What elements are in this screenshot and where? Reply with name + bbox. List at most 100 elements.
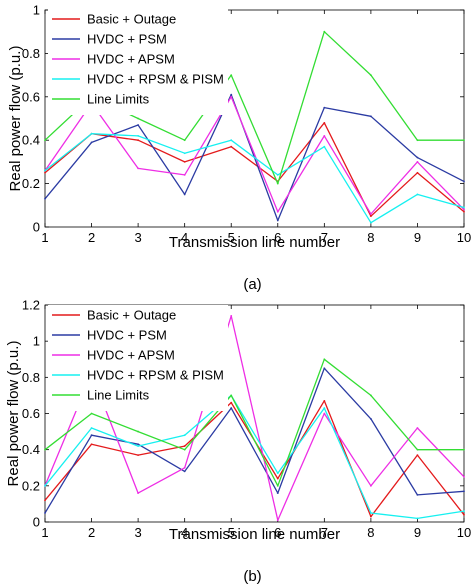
data-point bbox=[323, 407, 326, 409]
data-point bbox=[416, 156, 419, 159]
data-point bbox=[416, 193, 419, 196]
data-point bbox=[183, 161, 186, 163]
data-point bbox=[416, 517, 419, 520]
legend-entry: HVDC + RPSM & PISM bbox=[87, 72, 224, 87]
x-tick-label: 2 bbox=[88, 525, 95, 540]
data-point bbox=[137, 454, 140, 456]
data-point bbox=[183, 139, 186, 142]
data-point bbox=[416, 454, 419, 456]
x-tick-label: 4 bbox=[181, 230, 188, 245]
x-tick-label: 9 bbox=[414, 525, 421, 540]
data-point bbox=[137, 430, 140, 433]
y-tick-label: 0.2 bbox=[22, 478, 40, 493]
data-point bbox=[44, 139, 46, 142]
data-point bbox=[369, 115, 372, 118]
data-point bbox=[183, 466, 186, 469]
x-tick-label: 10 bbox=[457, 230, 471, 245]
data-point bbox=[137, 445, 140, 447]
data-point bbox=[416, 161, 419, 163]
x-tick-label: 6 bbox=[274, 525, 281, 540]
series-line-3 bbox=[44, 315, 465, 521]
legend: Basic + Outage HVDC + PSM HVDC + APSM HVDC … bbox=[48, 305, 228, 411]
data-point bbox=[463, 180, 465, 183]
y-tick-label: 0.4 bbox=[22, 442, 40, 457]
data-point bbox=[183, 152, 186, 155]
x-tick-label: 9 bbox=[414, 230, 421, 245]
data-point bbox=[230, 74, 233, 76]
chart-panel-2: 1 2 3 4 5 6 7 8 9 10 0 0.2 0.4 0.6 0.8 1 1.2 Transmission… bbox=[5, 298, 471, 586]
data-point bbox=[323, 121, 326, 124]
y-tick-label: 0 bbox=[33, 515, 40, 530]
y-tick-label: 1.2 bbox=[22, 298, 40, 313]
y-tick-label: 0.8 bbox=[22, 370, 40, 385]
data-point bbox=[463, 513, 465, 516]
data-point bbox=[44, 171, 46, 174]
y-tick-label: 0.2 bbox=[22, 176, 40, 191]
data-point bbox=[137, 167, 140, 170]
x-tick-label: 2 bbox=[88, 230, 95, 245]
data-point bbox=[276, 174, 279, 176]
x-tick-label: 7 bbox=[321, 230, 328, 245]
data-point bbox=[369, 215, 372, 218]
data-point bbox=[183, 434, 186, 437]
x-tick-label: 3 bbox=[134, 525, 141, 540]
data-point bbox=[183, 448, 186, 451]
data-point bbox=[276, 484, 279, 487]
data-point bbox=[183, 193, 186, 196]
data-point bbox=[276, 477, 279, 480]
data-point bbox=[183, 470, 186, 473]
data-point bbox=[369, 213, 372, 215]
data-point bbox=[137, 139, 140, 142]
x-tick-label: 3 bbox=[134, 230, 141, 245]
data-point bbox=[463, 210, 465, 213]
data-point bbox=[183, 445, 186, 447]
data-point bbox=[90, 443, 93, 446]
data-point bbox=[416, 448, 419, 451]
data-point bbox=[463, 448, 465, 451]
legend-entry: HVDC + PSM bbox=[87, 328, 167, 343]
data-point bbox=[230, 95, 233, 98]
data-point bbox=[276, 219, 279, 222]
data-point bbox=[369, 515, 372, 518]
panel-label: (a) bbox=[243, 276, 261, 293]
data-point bbox=[463, 139, 465, 142]
legend-box bbox=[48, 9, 228, 115]
data-point bbox=[276, 210, 279, 213]
data-point bbox=[323, 399, 326, 402]
data-point bbox=[44, 197, 46, 200]
x-axis-label: Transmission line number bbox=[169, 526, 340, 543]
data-point bbox=[276, 472, 279, 475]
data-point bbox=[137, 124, 140, 126]
data-point bbox=[416, 427, 419, 429]
legend-entry: HVDC + RPSM & PISM bbox=[87, 368, 224, 383]
data-point bbox=[90, 427, 93, 429]
data-point bbox=[230, 407, 233, 409]
legend-box bbox=[48, 305, 228, 411]
x-tick-label: 5 bbox=[228, 525, 235, 540]
data-point bbox=[463, 475, 465, 478]
y-tick-label: 0.4 bbox=[22, 133, 40, 148]
legend-entry: Line Limits bbox=[87, 388, 150, 403]
data-point bbox=[230, 314, 233, 317]
data-point bbox=[183, 174, 186, 176]
data-point bbox=[276, 492, 279, 494]
data-point bbox=[323, 367, 326, 370]
panel-label: (b) bbox=[243, 568, 261, 585]
x-tick-label: 10 bbox=[457, 525, 471, 540]
data-point bbox=[276, 182, 279, 185]
data-point bbox=[230, 401, 233, 404]
data-point bbox=[416, 171, 419, 174]
data-point bbox=[369, 512, 372, 514]
data-point bbox=[137, 492, 140, 494]
legend: Basic + Outage HVDC + PSM HVDC + APSM HVDC … bbox=[48, 9, 228, 115]
data-point bbox=[90, 412, 93, 415]
x-tick-label: 6 bbox=[274, 230, 281, 245]
data-point bbox=[463, 206, 465, 209]
y-tick-label: 0.6 bbox=[22, 89, 40, 104]
data-point bbox=[463, 490, 465, 493]
data-point bbox=[323, 412, 326, 415]
series-line-5 bbox=[44, 358, 464, 487]
data-point bbox=[369, 74, 372, 76]
data-point bbox=[416, 493, 419, 496]
